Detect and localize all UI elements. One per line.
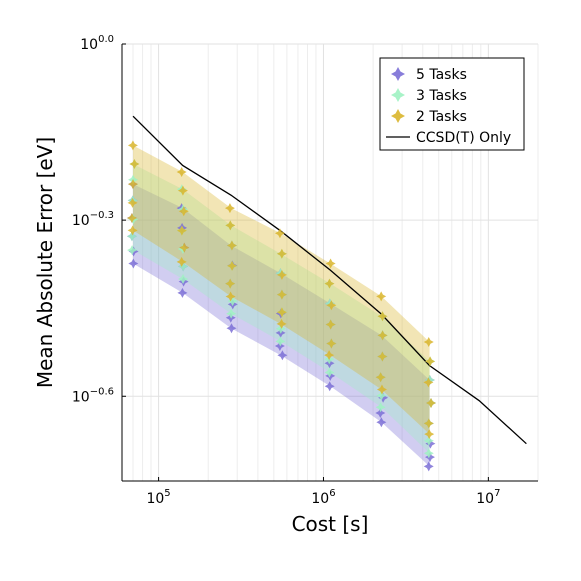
2-tasks-point [424,429,435,440]
y-axis-title: Mean Absolute Error [eV] [33,137,57,388]
2-tasks-point [126,213,137,224]
2-tasks-point [423,377,434,388]
2-tasks-point [423,336,434,347]
2-tasks-point [224,203,235,214]
2-tasks-point [177,185,188,196]
2-tasks-point [325,258,336,269]
2-tasks-point [225,291,236,302]
2-tasks-point [179,242,190,253]
2-tasks-point [276,318,287,329]
legend: 5 Tasks 3 Tasks 2 Tasks CCSD(T) Only [379,57,525,151]
2-tasks-point [129,159,140,170]
2-tasks-band [133,145,430,435]
x-tick-label: 107 [476,488,500,507]
2-tasks-point [176,256,187,267]
5-tasks-point [425,438,436,449]
2-tasks-point [178,206,189,217]
2-tasks-point [325,319,336,330]
3-tasks-point [375,402,386,413]
2-tasks-point [127,225,138,236]
5-tasks-point [177,287,188,298]
2-tasks-point [276,269,287,280]
ccsd-t-only-line [132,115,527,445]
2-tasks-point [276,307,287,318]
3-tasks-point [227,296,238,307]
5-tasks-point [274,341,285,352]
y-tick-label: 10−0.3 [72,210,114,229]
legend-label-3-tasks: 3 Tasks [416,88,467,104]
series-lines [132,115,527,445]
2-tasks-point [326,338,337,349]
3-tasks-point [178,261,189,272]
3-tasks-point [423,448,434,459]
3-tasks-point [126,231,137,242]
2-tasks-point [176,225,187,236]
2-tasks-point [324,350,335,361]
2-tasks-point [127,179,138,190]
y-tick-label: 100.0 [80,34,114,53]
series-markers [126,140,437,472]
3-tasks-point [275,323,286,334]
5-tasks-point [324,381,335,392]
3-tasks-point [423,435,434,446]
5-tasks-point [378,392,389,403]
legend-label-5-tasks: 5 Tasks [416,67,467,83]
axes [121,44,538,482]
axis-ticks: 105 106 107 100.0 10−0.3 10−0.6 [72,34,501,507]
y-tick-label: 10−0.6 [72,386,114,405]
2-tasks-point [376,384,387,395]
3-tasks-point [226,308,237,319]
5-tasks-point [424,452,435,463]
2-tasks-point [274,228,285,239]
3-tasks-point [324,367,335,378]
3-tasks-point [376,390,387,401]
legend-label-ccsd-t-only: CCSD(T) Only [416,130,511,146]
5-tasks-point [226,323,237,334]
x-tick-label: 105 [146,488,170,507]
5-tasks-point [128,258,139,269]
series-bands [133,145,430,467]
2-tasks-point [276,289,287,300]
5-tasks-point [376,417,387,428]
legend-marker-5-tasks [391,67,405,81]
2-tasks-point [423,418,434,429]
5-tasks-point [277,350,288,361]
5-tasks-point [375,408,386,419]
2-tasks-point [377,330,388,341]
2-tasks-point [324,278,335,289]
3-tasks-point [178,274,189,285]
2-tasks-point [377,311,388,322]
legend-marker-3-tasks [391,88,405,102]
2-tasks-point [377,351,388,362]
2-tasks-point [226,240,237,251]
2-tasks-point [225,278,236,289]
3-tasks-point [127,245,138,256]
2-tasks-point [326,300,337,311]
2-tasks-point [176,166,187,177]
2-tasks-point [425,356,436,367]
2-tasks-point [127,197,138,208]
x-axis-title: Cost [s] [292,512,369,536]
2-tasks-point [276,248,287,259]
3-tasks-point [275,336,286,347]
legend-marker-2-tasks [391,109,405,123]
2-tasks-point [227,260,238,271]
5-tasks-point [423,461,434,472]
x-tick-label: 106 [311,488,335,507]
2-tasks-point [225,220,236,231]
2-tasks-point [375,372,386,383]
2-tasks-point [426,398,437,409]
2-tasks-point [376,291,387,302]
legend-label-2-tasks: 2 Tasks [416,109,467,125]
legend-box [379,57,525,151]
2-tasks-point [127,140,138,151]
